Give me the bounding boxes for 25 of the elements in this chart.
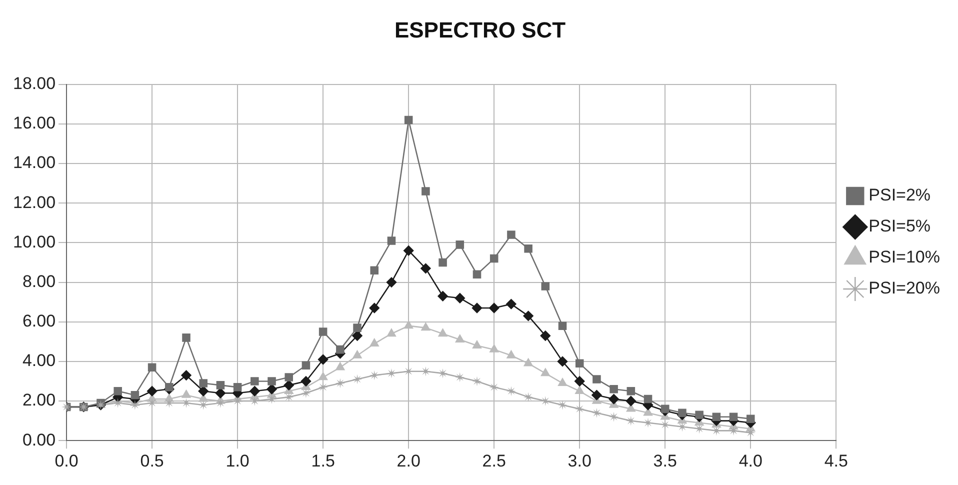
x-tick-label: 1.5 [311, 451, 335, 470]
y-tick-label: 4.00 [22, 351, 56, 370]
y-tick-label: 12.00 [12, 192, 56, 212]
x-tick-label: 4.5 [824, 451, 848, 470]
x-tick-label: 3.5 [653, 451, 677, 470]
x-tick-label: 3.0 [568, 451, 592, 470]
x-tick-label: 2.5 [482, 451, 506, 470]
legend-label: PSI=5% [868, 216, 931, 236]
y-tick-label: 6.00 [22, 312, 56, 331]
y-tick-label: 16.00 [12, 114, 56, 133]
y-tick-label: 18.00 [12, 74, 56, 94]
y-tick-label: 10.00 [12, 232, 56, 252]
x-tick-label: 1.0 [226, 451, 250, 470]
y-tick-label: 0.00 [22, 430, 56, 450]
x-tick-label: 0.5 [140, 451, 164, 470]
legend-label: PSI=20% [868, 278, 940, 298]
legend-label: PSI=2% [868, 186, 931, 205]
legend-label: PSI=10% [868, 248, 940, 267]
y-tick-label: 14.00 [12, 153, 56, 172]
chart-title: ESPECTRO SCT [394, 17, 566, 42]
x-tick-label: 4.0 [738, 451, 762, 470]
y-tick-label: 2.00 [22, 390, 56, 410]
x-tick-label: 0.0 [54, 451, 78, 470]
y-tick-label: 8.00 [22, 272, 56, 291]
x-tick-label: 2.0 [396, 451, 420, 470]
